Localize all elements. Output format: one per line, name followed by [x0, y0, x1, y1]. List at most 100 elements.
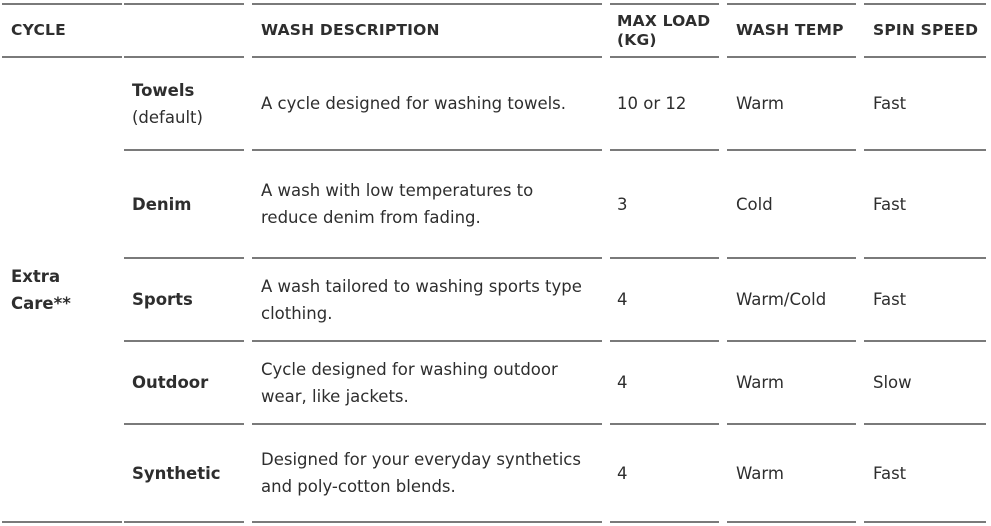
row-divider — [124, 423, 244, 425]
cycle-note: (default) — [132, 107, 203, 127]
wash-description: Designed for your everyday synthetics an… — [261, 450, 581, 496]
row-divider — [864, 423, 986, 425]
wash-description-cell: A wash tailored to washing sports type c… — [261, 258, 602, 341]
wash-description-cell: Cycle designed for washing outdoor wear,… — [261, 341, 602, 424]
max-load: 4 — [617, 290, 628, 309]
wash-description-cell: A cycle designed for washing towels. — [261, 57, 602, 150]
wash-temp-cell: Warm — [736, 424, 856, 522]
row-divider — [124, 56, 244, 58]
row-divider — [864, 56, 986, 58]
spin-speed-cell: Fast — [873, 57, 986, 150]
row-divider — [124, 521, 244, 523]
max-load: 3 — [617, 194, 628, 214]
max-load-cell: 10 or 12 — [617, 57, 719, 150]
column-header: WASH TEMP — [736, 4, 856, 57]
wash-temp-cell: Warm — [736, 57, 856, 150]
max-load: 4 — [617, 463, 628, 483]
cycle-name-cell: Towels (default) — [132, 57, 244, 150]
column-header-label: MAX LOAD (KG) — [617, 11, 711, 49]
cycle-name: Towels — [132, 80, 195, 100]
row-divider — [252, 257, 602, 259]
wash-temp-cell: Warm/Cold — [736, 258, 856, 341]
wash-description-cell: A wash with low temperatures to reduce d… — [261, 150, 602, 258]
cycle-name-cell: Sports — [132, 258, 244, 341]
column-header-label: CYCLE — [11, 21, 66, 39]
row-divider — [610, 149, 719, 151]
spin-speed: Slow — [873, 373, 912, 392]
row-divider — [2, 521, 122, 523]
column-header: CYCLE — [11, 4, 122, 57]
row-divider — [252, 56, 602, 58]
wash-description: A cycle designed for washing towels. — [261, 94, 567, 113]
column-header: SPIN SPEED — [873, 4, 986, 57]
row-divider — [124, 3, 244, 5]
row-divider — [727, 521, 856, 523]
row-divider — [727, 340, 856, 342]
row-divider — [610, 56, 719, 58]
row-divider — [610, 340, 719, 342]
column-header: MAX LOAD (KG) — [617, 4, 717, 57]
row-divider — [864, 340, 986, 342]
cycle-name-cell: Denim — [132, 150, 244, 258]
row-divider — [727, 3, 856, 5]
max-load-cell: 3 — [617, 150, 719, 258]
spin-speed: Fast — [873, 94, 907, 113]
row-divider — [124, 149, 244, 151]
wash-temp: Warm — [736, 94, 784, 113]
wash-description: Cycle designed for washing outdoor wear,… — [261, 359, 558, 406]
spin-speed-cell: Fast — [873, 424, 986, 522]
wash-description-cell: Designed for your everyday synthetics an… — [261, 424, 602, 522]
wash-description: A wash with low temperatures to reduce d… — [261, 181, 534, 227]
spin-speed: Fast — [873, 194, 907, 214]
max-load-cell: 4 — [617, 424, 719, 522]
wash-temp-cell: Warm — [736, 341, 856, 424]
spin-speed: Fast — [873, 290, 907, 309]
row-divider — [124, 340, 244, 342]
wash-temp: Warm/Cold — [736, 290, 827, 309]
cycle-name: Outdoor — [132, 373, 209, 392]
cycle-name: Denim — [132, 194, 192, 214]
row-divider — [864, 521, 986, 523]
cycle-name-cell: Outdoor — [132, 341, 244, 424]
column-header: WASH DESCRIPTION — [261, 4, 602, 57]
row-divider — [610, 3, 719, 5]
max-load: 10 or 12 — [617, 94, 687, 113]
row-divider — [252, 521, 602, 523]
column-header-label: WASH TEMP — [736, 21, 844, 39]
row-divider — [252, 423, 602, 425]
column-header-label: SPIN SPEED — [873, 21, 979, 39]
wash-temp: Warm — [736, 463, 784, 483]
row-divider — [610, 521, 719, 523]
spin-speed: Fast — [873, 463, 907, 483]
row-divider — [252, 149, 602, 151]
max-load: 4 — [617, 373, 628, 392]
column-header-label: WASH DESCRIPTION — [261, 21, 440, 39]
column-header — [132, 4, 244, 57]
row-divider — [864, 3, 986, 5]
row-divider — [610, 257, 719, 259]
cycle-name: Sports — [132, 290, 193, 309]
row-divider — [610, 423, 719, 425]
spin-speed-cell: Fast — [873, 150, 986, 258]
row-divider — [252, 340, 602, 342]
cycle-name-cell: Synthetic — [132, 424, 244, 522]
wash-description: A wash tailored to washing sports type c… — [261, 276, 582, 323]
row-divider — [727, 149, 856, 151]
row-divider — [727, 56, 856, 58]
wash-temp: Warm — [736, 373, 784, 392]
spin-speed-cell: Fast — [873, 258, 986, 341]
row-divider — [727, 423, 856, 425]
spin-speed-cell: Slow — [873, 341, 986, 424]
wash-temp-cell: Cold — [736, 150, 856, 258]
row-divider — [864, 257, 986, 259]
row-divider — [864, 149, 986, 151]
cycle-name: Synthetic — [132, 463, 221, 483]
row-divider — [124, 257, 244, 259]
max-load-cell: 4 — [617, 341, 719, 424]
max-load-cell: 4 — [617, 258, 719, 341]
row-divider — [727, 257, 856, 259]
cycle-group-cell: Extra Care** — [11, 57, 122, 522]
row-divider — [252, 3, 602, 5]
cycle-group-label: Extra Care** — [11, 266, 71, 313]
row-divider — [2, 56, 122, 58]
